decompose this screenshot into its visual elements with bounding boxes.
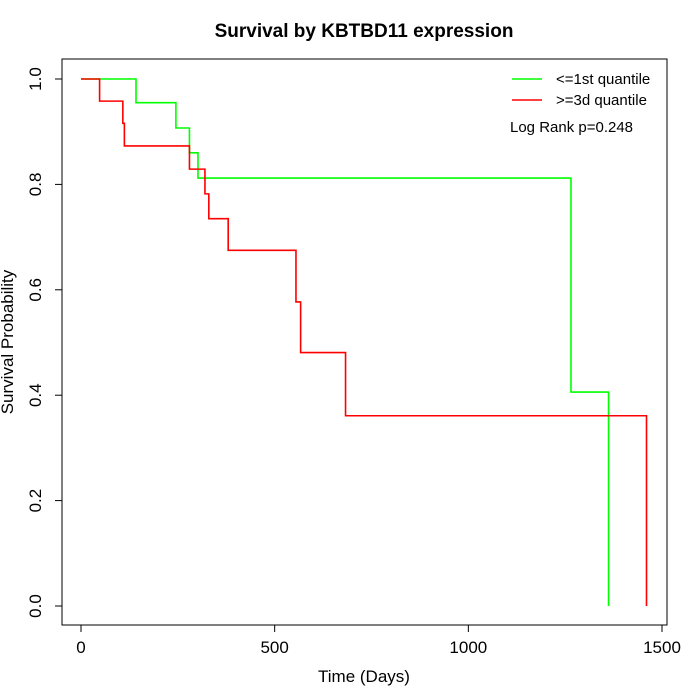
legend-label-series-1: <=1st quantile xyxy=(556,71,650,88)
y-tick-label: 0.2 xyxy=(26,489,45,513)
chart-title: Survival by KBTBD11 expression xyxy=(215,21,514,42)
y-axis: 0.0 0.2 0.4 0.6 0.8 1.0 xyxy=(26,67,63,618)
y-tick-label: 0.4 xyxy=(26,383,45,407)
legend: <=1st quantile >=3d quantile xyxy=(512,71,650,109)
log-rank-annotation: Log Rank p=0.248 xyxy=(510,119,633,136)
x-axis: 0 500 1000 1500 xyxy=(76,624,681,657)
x-tick-label: 0 xyxy=(76,638,85,657)
y-tick-label: 0.0 xyxy=(26,594,45,618)
series-layer xyxy=(81,78,648,606)
km-curve-series-2 xyxy=(81,78,648,606)
x-tick-label: 1500 xyxy=(643,638,681,657)
y-tick-label: 0.8 xyxy=(26,173,45,197)
y-tick-label: 1.0 xyxy=(26,67,45,91)
x-tick-label: 500 xyxy=(260,638,288,657)
y-axis-label: Survival Probability xyxy=(0,269,17,414)
y-tick-label: 0.6 xyxy=(26,278,45,302)
x-tick-label: 1000 xyxy=(449,638,487,657)
legend-label-series-2: >=3d quantile xyxy=(556,92,647,109)
x-axis-label: Time (Days) xyxy=(318,667,410,686)
